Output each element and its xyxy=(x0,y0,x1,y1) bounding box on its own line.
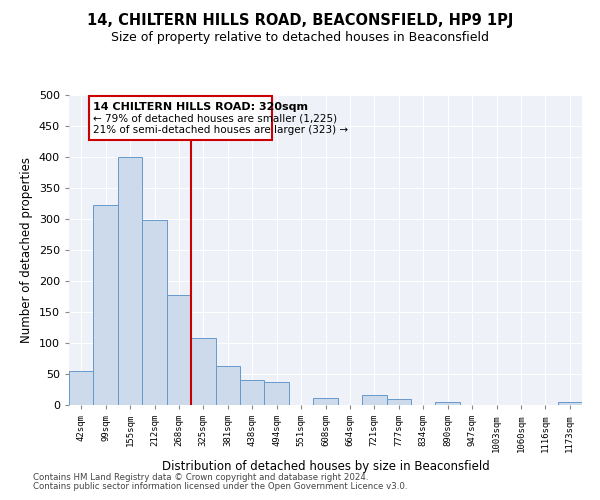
Bar xyxy=(557,402,582,405)
Bar xyxy=(240,380,265,405)
Bar xyxy=(191,338,215,405)
Text: 14 CHILTERN HILLS ROAD: 320sqm: 14 CHILTERN HILLS ROAD: 320sqm xyxy=(94,102,308,113)
Bar xyxy=(436,402,460,405)
Text: Contains HM Land Registry data © Crown copyright and database right 2024.: Contains HM Land Registry data © Crown c… xyxy=(33,473,368,482)
Bar xyxy=(94,206,118,405)
Bar xyxy=(69,371,94,405)
Bar xyxy=(313,398,338,405)
Text: Size of property relative to detached houses in Beaconsfield: Size of property relative to detached ho… xyxy=(111,31,489,44)
X-axis label: Distribution of detached houses by size in Beaconsfield: Distribution of detached houses by size … xyxy=(161,460,490,473)
Y-axis label: Number of detached properties: Number of detached properties xyxy=(20,157,33,343)
Text: 21% of semi-detached houses are larger (323) →: 21% of semi-detached houses are larger (… xyxy=(94,125,349,135)
Text: ← 79% of detached houses are smaller (1,225): ← 79% of detached houses are smaller (1,… xyxy=(94,114,338,124)
FancyBboxPatch shape xyxy=(89,96,272,140)
Text: 14, CHILTERN HILLS ROAD, BEACONSFIELD, HP9 1PJ: 14, CHILTERN HILLS ROAD, BEACONSFIELD, H… xyxy=(87,12,513,28)
Bar xyxy=(362,395,386,405)
Text: Contains public sector information licensed under the Open Government Licence v3: Contains public sector information licen… xyxy=(33,482,407,491)
Bar xyxy=(167,294,191,405)
Bar xyxy=(118,157,142,405)
Bar xyxy=(215,366,240,405)
Bar xyxy=(265,382,289,405)
Bar xyxy=(386,399,411,405)
Bar xyxy=(142,220,167,405)
